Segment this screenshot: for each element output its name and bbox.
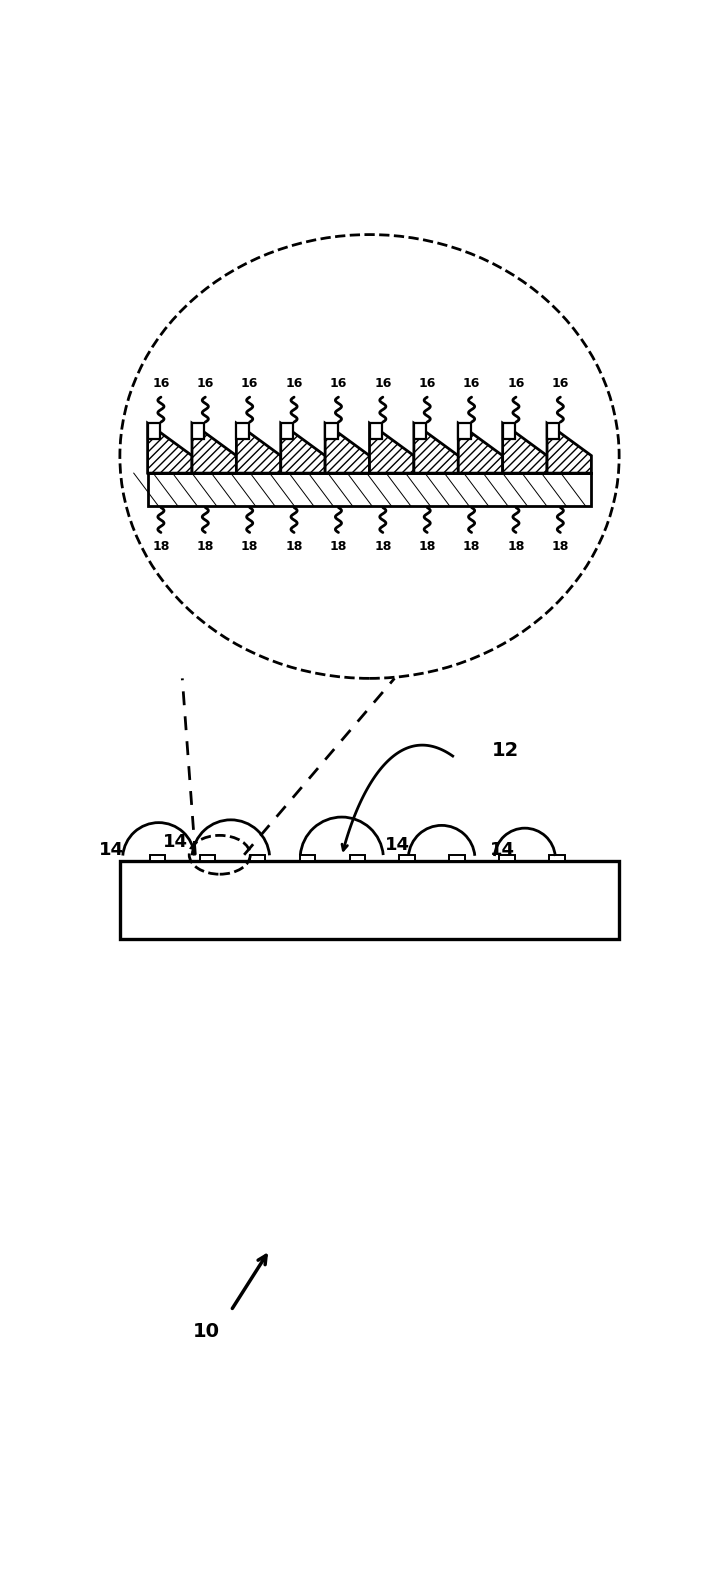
- Bar: [350, 854, 365, 862]
- Text: 16: 16: [418, 377, 436, 390]
- Text: 10: 10: [193, 1322, 220, 1341]
- Polygon shape: [414, 423, 459, 472]
- Text: 18: 18: [329, 539, 347, 553]
- Text: 16: 16: [508, 377, 525, 390]
- Polygon shape: [503, 423, 547, 472]
- Bar: [300, 854, 315, 862]
- Text: 16: 16: [241, 377, 258, 390]
- Text: 18: 18: [286, 539, 303, 553]
- Polygon shape: [148, 423, 192, 472]
- Bar: [120, 862, 619, 938]
- Text: 18: 18: [418, 539, 436, 553]
- Text: 16: 16: [463, 377, 480, 390]
- Polygon shape: [280, 423, 325, 472]
- Bar: [148, 423, 160, 439]
- Bar: [459, 423, 471, 439]
- Text: 16: 16: [374, 377, 392, 390]
- Text: 18: 18: [552, 539, 569, 553]
- Text: 18: 18: [508, 539, 525, 553]
- Text: 16: 16: [197, 377, 214, 390]
- Text: 16: 16: [152, 377, 169, 390]
- Bar: [325, 423, 337, 439]
- Text: 18: 18: [374, 539, 392, 553]
- Bar: [370, 423, 382, 439]
- Text: 18: 18: [241, 539, 258, 553]
- Text: 14: 14: [385, 835, 410, 854]
- Text: 12: 12: [492, 742, 519, 759]
- Polygon shape: [236, 423, 280, 472]
- Bar: [549, 854, 565, 862]
- Polygon shape: [547, 423, 591, 472]
- Bar: [236, 423, 249, 439]
- Bar: [449, 854, 465, 862]
- Polygon shape: [325, 423, 370, 472]
- Bar: [249, 854, 265, 862]
- Bar: [414, 423, 426, 439]
- Text: 14: 14: [163, 834, 188, 851]
- Bar: [503, 423, 515, 439]
- Text: 14: 14: [99, 842, 124, 859]
- Text: 16: 16: [286, 377, 303, 390]
- Text: 18: 18: [197, 539, 214, 553]
- Bar: [280, 423, 293, 439]
- Bar: [148, 472, 591, 507]
- Text: 16: 16: [552, 377, 569, 390]
- Text: 18: 18: [152, 539, 169, 553]
- Text: 14: 14: [490, 842, 515, 859]
- Bar: [399, 854, 415, 862]
- Polygon shape: [459, 423, 503, 472]
- Polygon shape: [192, 423, 236, 472]
- Text: 16: 16: [329, 377, 347, 390]
- Bar: [192, 423, 205, 439]
- Bar: [150, 854, 165, 862]
- Polygon shape: [370, 423, 414, 472]
- Bar: [547, 423, 559, 439]
- Bar: [500, 854, 515, 862]
- Bar: [200, 854, 216, 862]
- Text: 18: 18: [463, 539, 480, 553]
